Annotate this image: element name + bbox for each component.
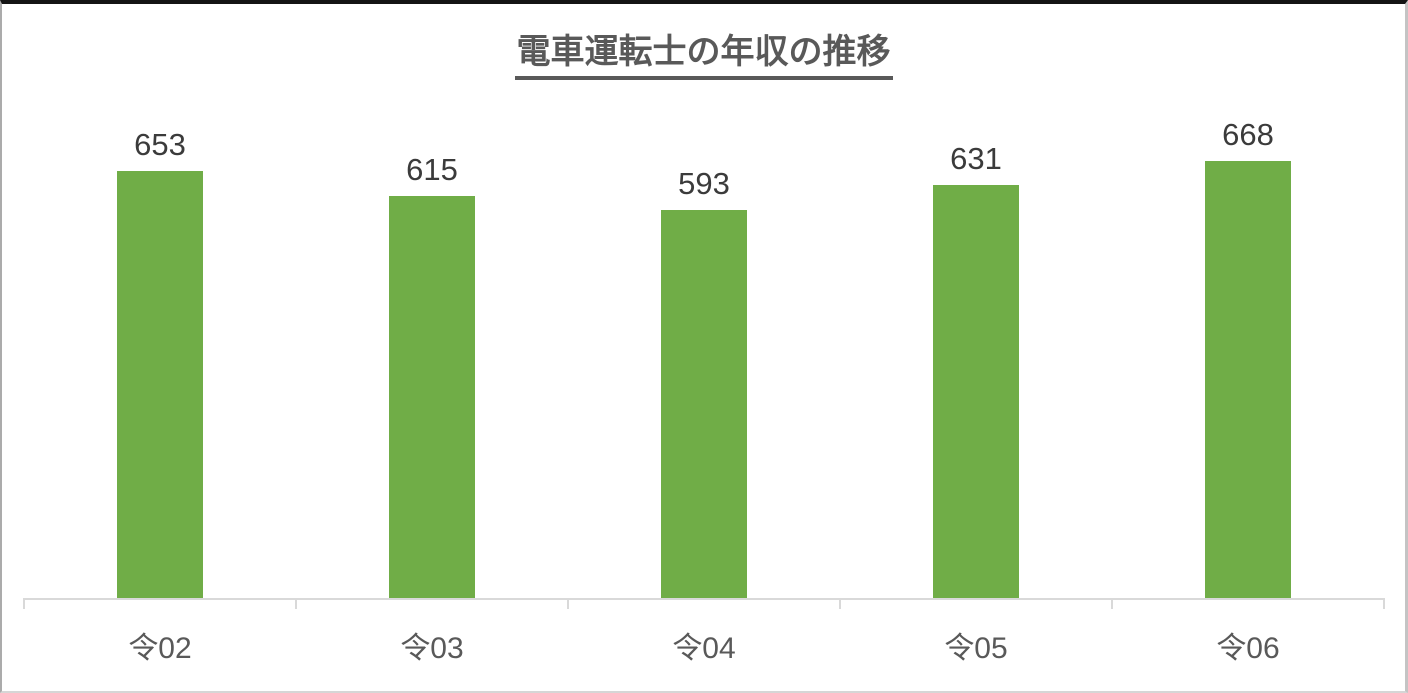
bar-令02 [117, 171, 203, 598]
x-axis-label: 令03 [400, 632, 464, 665]
bar-slot: 593 [568, 4, 840, 598]
x-axis-tick [1383, 598, 1385, 609]
data-label: 593 [678, 166, 730, 201]
x-axis-tick [23, 598, 25, 609]
data-label: 615 [406, 152, 458, 187]
bar-slot: 615 [296, 4, 568, 598]
bar-令06 [1205, 161, 1291, 598]
x-axis-tick [839, 598, 841, 609]
bar-令03 [389, 196, 475, 598]
bar-令04 [661, 210, 747, 598]
chart-title-text: 電車運転士の年収の推移 [514, 24, 893, 80]
x-axis-tick [295, 598, 297, 609]
bar-slot: 631 [840, 4, 1112, 598]
x-axis-label: 令04 [672, 632, 736, 665]
chart-title: 電車運転士の年収の推移 [2, 24, 1405, 80]
data-label: 631 [950, 141, 1002, 176]
bar-令05 [933, 185, 1019, 598]
x-axis-label: 令06 [1216, 632, 1280, 665]
bar-slot: 653 [24, 4, 296, 598]
x-axis-tick [567, 598, 569, 609]
x-axis-tick [1111, 598, 1113, 609]
data-label: 653 [134, 127, 186, 162]
x-axis-label: 令02 [128, 632, 192, 665]
x-axis-line [24, 598, 1384, 600]
bar-slot: 668 [1112, 4, 1384, 598]
plot-area: 653 令02 615 令03 593 令04 631 令05 668 令06 [2, 4, 1405, 691]
x-axis-label: 令05 [944, 632, 1008, 665]
data-label: 668 [1222, 117, 1274, 152]
